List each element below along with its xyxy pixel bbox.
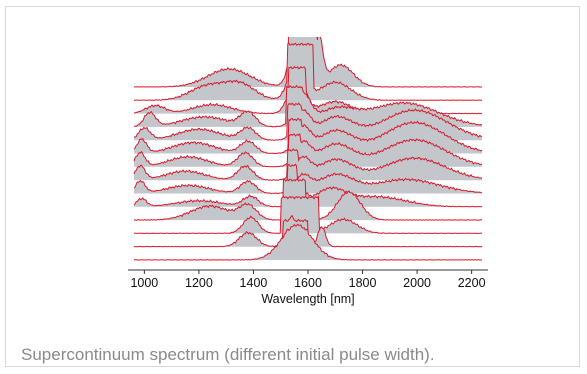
spectrum-area-12 bbox=[134, 196, 482, 234]
x-tick-label: 2000 bbox=[403, 276, 431, 290]
spectrum-area-2 bbox=[134, 43, 482, 101]
spectrum-line-14 bbox=[133, 223, 483, 261]
spectrum-line-6 bbox=[133, 118, 483, 155]
spectrum-line-5 bbox=[133, 102, 483, 141]
x-tick-label: 1600 bbox=[294, 276, 322, 290]
spectrum-line-8 bbox=[133, 148, 483, 181]
spectrum-line-1 bbox=[133, 37, 482, 88]
spectrum-line-12 bbox=[133, 195, 483, 234]
spectrum-area-8 bbox=[134, 148, 482, 181]
spectrum-chart: 1000 1200 1400 1600 1800 2000 2200 Wavelength … bbox=[128, 37, 488, 306]
x-tick-label: 1200 bbox=[185, 276, 213, 290]
spectrum-line-7 bbox=[133, 132, 482, 168]
spectrum-line-10 bbox=[133, 179, 483, 208]
spectrum-area-10 bbox=[134, 179, 482, 207]
x-ticks-group: 1000 1200 1400 1600 1800 2000 2200 bbox=[130, 270, 486, 290]
spectrum-area-14 bbox=[134, 224, 482, 260]
traces-group bbox=[133, 37, 483, 261]
x-axis-title: Wavelength [nm] bbox=[261, 292, 354, 306]
spectrum-line-9 bbox=[133, 163, 483, 195]
x-tick-label: 2200 bbox=[458, 276, 486, 290]
x-tick-label: 1000 bbox=[130, 276, 158, 290]
x-tick-label: 1800 bbox=[349, 276, 377, 290]
spectrum-area-7 bbox=[134, 134, 482, 167]
spectrum-line-4 bbox=[133, 84, 483, 128]
x-tick-label: 1400 bbox=[240, 276, 268, 290]
spectrum-area-9 bbox=[134, 164, 482, 194]
figure-caption: Supercontinuum spectrum (different initi… bbox=[21, 345, 435, 364]
figure-frame: 1000 1200 1400 1600 1800 2000 2200 Wavelength … bbox=[5, 6, 580, 367]
spectrum-line-2 bbox=[134, 42, 482, 101]
